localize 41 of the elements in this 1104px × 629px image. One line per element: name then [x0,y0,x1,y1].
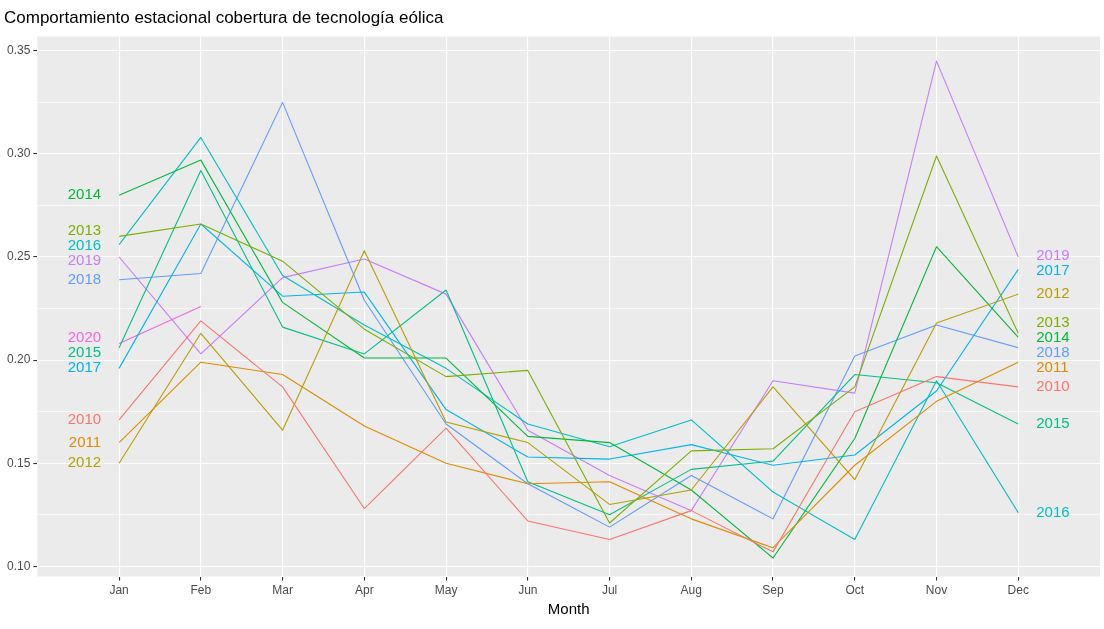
series-label: 2019 [67,251,102,269]
text: 2011 [1036,357,1069,375]
series-label: 2011 [68,432,102,450]
y-tick-label: 0.20 [7,352,31,367]
x-tick-label: Dec [1007,583,1029,598]
x-axis-title: Month [547,600,590,618]
series-label: 2018 [67,269,102,287]
text: 2015 [67,343,102,361]
chart-title: Comportamiento estacional cobertura de tecnología eólica [4,7,444,27]
series-label: 2015 [1036,414,1070,432]
x-tick-label: Nov [925,583,948,598]
text: 2019 [1036,245,1070,263]
text: 2013 [1036,312,1070,330]
y-tick-label: 0.35 [7,43,31,58]
series-label: 2012 [67,453,102,471]
x-tick-label: Apr [354,583,374,598]
series-label: 2020 [67,328,102,346]
text: 2016 [1036,502,1070,520]
series-label: 2010 [67,410,102,428]
x-tick-label: May [434,583,458,598]
text: 2014 [67,185,102,203]
series-label: 2014 [1036,327,1070,345]
text: 2010 [1036,377,1070,395]
text: 2018 [1036,342,1070,360]
text: 2012 [1036,284,1070,302]
x-tick-label: Feb [190,583,212,598]
y-tick-label: 0.10 [7,558,31,573]
series-label: 2016 [67,236,102,254]
y-tick-label: 0.15 [7,455,31,470]
x-tick-label: Sep [762,583,785,598]
x-tick-label: Jan [109,583,129,598]
y-tick-label: 0.30 [7,146,31,161]
y-tick-label: 0.25 [7,249,31,264]
x-tick-label: Aug [680,583,702,598]
text: 2017 [67,358,102,376]
series-label: 2017 [1036,260,1070,278]
x-tick-label: Jun [518,583,538,598]
x-tick-label: Oct [845,583,865,598]
series-label: 2013 [67,221,102,239]
x-tick-label: Mar [272,583,293,598]
x-tick-label: Jul [601,583,618,598]
